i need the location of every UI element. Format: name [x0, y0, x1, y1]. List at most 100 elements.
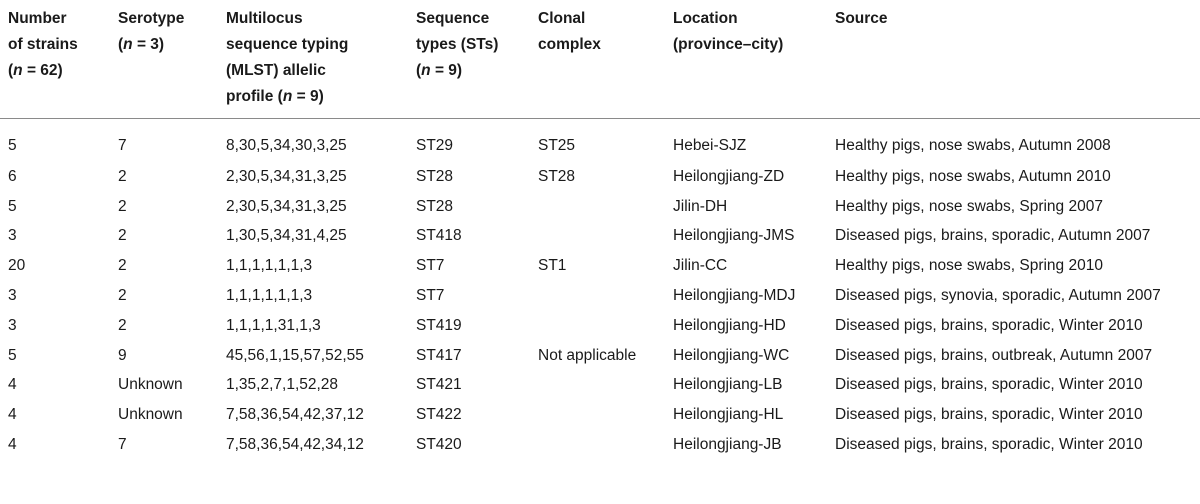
cell-number-of-strains: 6 [8, 167, 17, 185]
header-text: Location [673, 10, 738, 27]
cell-serotype: 2 [118, 167, 127, 185]
cell-clonal-complex [530, 311, 665, 341]
cell-number-of-strains: 4 [8, 376, 17, 394]
header-text: = 9) [292, 88, 324, 105]
cell-serotype: 9 [118, 346, 127, 364]
cell-number-of-strains: 20 [8, 257, 26, 275]
cell-number-of-strains: 4 [8, 436, 17, 454]
table-row: 5 7 8,30,5,34,30,3,25 ST29 ST25 Hebei-SJZ Heal… [0, 119, 1200, 163]
cell-mlst-profile: 45,56,1,15,57,52,55 [226, 346, 364, 364]
cell-sequence-type: ST29 [416, 136, 454, 154]
header-n-symbol: n [421, 62, 431, 79]
table-row: 4 Unknown 1,35,2,7,1,52,28 ST421 Heilongjian… [0, 371, 1200, 401]
cell-serotype: 2 [118, 227, 127, 245]
header-sequence-types: Sequence types (STs) (n = 9) [408, 0, 530, 119]
cell-serotype: 2 [118, 197, 127, 215]
cell-source: Diseased pigs, brains, sporadic, Winter … [835, 316, 1143, 334]
cell-serotype: Unknown [118, 406, 183, 424]
table-row: 3 2 1,1,1,1,1,1,3 ST7 Heilongjiang-MDJ Diseas… [0, 281, 1200, 311]
cell-sequence-type: ST7 [416, 257, 445, 275]
cell-sequence-type: ST417 [416, 346, 462, 364]
cell-mlst-profile: 7,58,36,54,42,34,12 [226, 436, 364, 454]
cell-location: Jilin-DH [673, 197, 728, 215]
cell-sequence-type: ST421 [416, 376, 462, 394]
cell-number-of-strains: 3 [8, 287, 17, 305]
cell-serotype: 7 [118, 436, 127, 454]
cell-location: Heilongjiang-MDJ [673, 287, 796, 305]
cell-mlst-profile: 7,58,36,54,42,37,12 [226, 406, 364, 424]
cell-clonal-complex: ST28 [538, 167, 576, 185]
table-row: 3 2 1,30,5,34,31,4,25 ST418 Heilongjiang-JMS… [0, 222, 1200, 252]
cell-clonal-complex [530, 281, 665, 311]
header-n-symbol: n [123, 36, 133, 53]
cell-clonal-complex [530, 222, 665, 252]
cell-sequence-type: ST422 [416, 406, 462, 424]
cell-mlst-profile: 1,35,2,7,1,52,28 [226, 376, 339, 394]
cell-sequence-type: ST419 [416, 316, 462, 334]
cell-number-of-strains: 5 [8, 197, 17, 215]
cell-location: Jilin-CC [673, 257, 728, 275]
cell-source: Diseased pigs, brains, sporadic, Autumn … [835, 227, 1151, 245]
cell-source: Diseased pigs, brains, outbreak, Autumn … [835, 346, 1153, 364]
cell-serotype: 2 [118, 287, 127, 305]
cell-serotype: Unknown [118, 376, 183, 394]
header-serotype: Serotype (n = 3) [110, 0, 218, 119]
cell-clonal-complex [530, 192, 665, 222]
header-source: Source [827, 0, 1200, 119]
table-body: 5 7 8,30,5,34,30,3,25 ST29 ST25 Hebei-SJZ Heal… [0, 119, 1200, 460]
header-text: ( [416, 62, 422, 79]
cell-clonal-complex [530, 400, 665, 430]
table-row: 4 7 7,58,36,54,42,34,12 ST420 Heilongjiang-J… [0, 430, 1200, 460]
cell-source: Healthy pigs, nose swabs, Spring 2010 [835, 257, 1103, 275]
header-text: Number [8, 10, 67, 27]
header-text: types (STs) [416, 36, 499, 53]
cell-sequence-type: ST28 [416, 167, 454, 185]
cell-serotype: 7 [118, 136, 127, 154]
cell-number-of-strains: 5 [8, 346, 17, 364]
cell-sequence-type: ST420 [416, 436, 462, 454]
header-text: ( [8, 62, 14, 79]
header-text: Serotype [118, 10, 185, 27]
header-mlst-profile: Multilocus sequence typing (MLST) alleli… [218, 0, 408, 119]
table-header: Number of strains (n = 62) Serotype (n =… [0, 0, 1200, 119]
cell-mlst-profile: 1,1,1,1,31,1,3 [226, 316, 321, 334]
cell-clonal-complex: ST1 [538, 257, 567, 275]
cell-clonal-complex [530, 371, 665, 401]
table-row: 3 2 1,1,1,1,31,1,3 ST419 Heilongjiang-HD Dise… [0, 311, 1200, 341]
cell-number-of-strains: 5 [8, 136, 17, 154]
cell-location: Heilongjiang-JB [673, 436, 782, 454]
header-text: (province–city) [673, 36, 784, 53]
cell-location: Heilongjiang-HD [673, 316, 786, 334]
cell-mlst-profile: 1,1,1,1,1,1,3 [226, 287, 313, 305]
header-text: = 9) [430, 62, 463, 79]
cell-sequence-type: ST28 [416, 197, 454, 215]
header-text: profile ( [226, 88, 283, 105]
cell-source: Diseased pigs, brains, sporadic, Winter … [835, 376, 1143, 394]
cell-source: Diseased pigs, synovia, sporadic, Autumn… [835, 287, 1161, 305]
cell-number-of-strains: 4 [8, 406, 17, 424]
header-text: of strains [8, 36, 78, 53]
cell-location: Heilongjiang-LB [673, 376, 783, 394]
cell-number-of-strains: 3 [8, 316, 17, 334]
header-n-symbol: n [13, 62, 23, 79]
cell-clonal-complex: Not applicable [538, 346, 637, 364]
cell-clonal-complex: ST25 [538, 136, 576, 154]
header-number-of-strains: Number of strains (n = 62) [0, 0, 110, 119]
table-row: 5 2 2,30,5,34,31,3,25 ST28 Jilin-DH Healthy p… [0, 192, 1200, 222]
header-text: ( [118, 36, 124, 53]
header-text: Sequence [416, 10, 490, 27]
cell-mlst-profile: 2,30,5,34,31,3,25 [226, 167, 347, 185]
header-location: Location (province–city) [665, 0, 827, 119]
cell-sequence-type: ST7 [416, 287, 445, 305]
cell-number-of-strains: 3 [8, 227, 17, 245]
header-text: complex [538, 36, 601, 53]
cell-serotype: 2 [118, 257, 127, 275]
cell-location: Heilongjiang-JMS [673, 227, 795, 245]
cell-sequence-type: ST418 [416, 227, 462, 245]
cell-serotype: 2 [118, 316, 127, 334]
cell-source: Healthy pigs, nose swabs, Autumn 2008 [835, 136, 1111, 154]
table-row: 4 Unknown 7,58,36,54,42,37,12 ST422 Heilongj… [0, 400, 1200, 430]
table-row: 5 9 45,56,1,15,57,52,55 ST417 Not applicable… [0, 341, 1200, 371]
cell-location: Heilongjiang-ZD [673, 167, 785, 185]
cell-location: Hebei-SJZ [673, 136, 747, 154]
